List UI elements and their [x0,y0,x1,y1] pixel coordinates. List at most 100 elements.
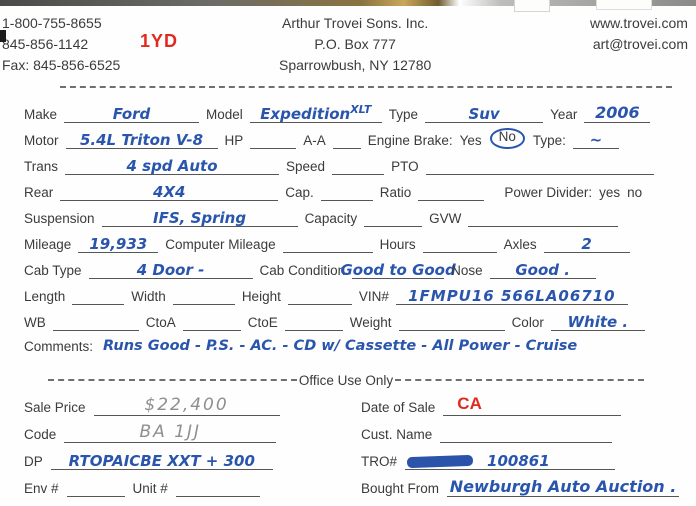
nose-value: Good . [515,260,570,279]
cap-field [320,179,373,201]
gvw-field [468,205,619,227]
hours-label: Hours [379,237,416,252]
code-value: BA 1JJ [139,422,202,442]
date-of-sale-group: Date of Sale CA [361,394,668,416]
trans-label: Trans [24,159,59,174]
power-divider-label: Power Divider: [504,185,593,200]
tro-field: 100861 [405,448,616,470]
divider-dashes-left [48,379,297,381]
cap-label: Cap. [285,185,314,200]
length-label: Length [24,289,66,304]
pto-field [425,153,654,175]
model-field: ExpeditionXLT [249,101,382,123]
vin-label: VIN# [358,289,389,304]
aa-label: A-A [303,133,326,148]
letterhead-web: www.trovei.com art@trovei.com [590,13,690,76]
office-use-only-label: Office Use Only [298,372,394,388]
code-group: Code BA 1JJ [24,421,354,443]
axles-field: 2 [543,231,630,253]
rear-field: 4X4 [60,179,279,201]
comments-value: Runs Good - P.S. - AC. - CD w/ Cassette … [103,338,578,355]
code-label: Code [24,427,57,442]
make-label: Make [24,107,58,122]
env-field [66,475,125,497]
engine-brake-type-label: Type: [532,133,566,148]
model-trim: XLT [350,102,372,116]
row-motor-enginebrake: Motor 5.4L Triton V-8 HP A-A Engine Brak… [24,123,668,149]
row-wb-weight-color: WB CtoA CtoE Weight Color White . [24,305,668,331]
phone-tollfree: 1-800-755-8655 [2,15,102,31]
computer-mileage-field [282,231,373,253]
ctoa-label: CtoA [145,315,176,330]
sale-price-field: $22,400 [93,394,280,416]
scan-top-edge [0,0,696,6]
type-field: Suv [425,101,544,123]
letterhead-phones: 1-800-755-8655 845-856-1142 Fax: 845-856… [2,13,120,76]
color-label: Color [511,315,544,330]
make-field: Ford [64,101,200,123]
year-value: 2006 [595,103,640,123]
env-unit-group: Env # Unit # [24,475,354,497]
pto-label: PTO [391,159,419,174]
year-label: Year [550,107,578,122]
axles-label: Axles [503,237,537,252]
wb-field [52,309,139,331]
row-dp-tro: DP RTOPAICBE XXT + 300 TRO# 100861 [24,443,668,470]
hp-field [250,127,297,149]
height-field [287,283,352,305]
sale-price-group: Sale Price $22,400 [24,394,354,416]
company-po-box: P.O. Box 777 [314,36,396,52]
hp-label: HP [224,133,244,148]
divider-dashes-right [395,379,645,381]
ctoe-label: CtoE [247,315,278,330]
model-value: ExpeditionXLT [260,102,372,123]
date-of-sale-field: CA [443,394,622,416]
dp-field: RTOPAICBE XXT + 300 [50,448,273,470]
engine-brake-type-value: ~ [589,130,603,149]
bought-from-field: Newburgh Auto Auction . [447,475,680,497]
nose-field: Good . [489,257,596,279]
capacity-field [364,205,423,227]
cab-condition-label: Cab Condition [259,263,346,278]
letterhead-company: Arthur Trovei Sons. Inc. P.O. Box 777 Sp… [279,13,431,76]
engine-brake-yes: Yes [459,133,482,148]
bought-from-group: Bought From Newburgh Auto Auction . [361,475,680,497]
year-field: 2006 [584,101,651,123]
phone-local: 845-856-1142 [2,36,89,52]
office-use-section: Office Use Only Sale Price $22,400 Date … [24,371,680,497]
weight-label: Weight [349,315,392,330]
height-label: Height [241,289,281,304]
nose-label: Nose [451,263,483,278]
color-value: White . [567,312,629,331]
tro-group: TRO# 100861 [361,448,668,470]
cust-name-label: Cust. Name [361,427,433,442]
office-use-divider: Office Use Only [48,371,645,389]
type-label: Type [388,107,419,122]
website-url: www.trovei.com [589,15,688,31]
letterhead: 1-800-755-8655 845-856-1142 Fax: 845-856… [0,0,696,76]
cust-name-group: Cust. Name [361,421,668,443]
ratio-label: Ratio [379,185,412,200]
width-field [172,283,235,305]
engine-brake-type-field: ~ [572,127,619,149]
motor-label: Motor [24,133,59,148]
cab-condition-value: Good to Good [340,260,456,279]
rear-label: Rear [24,185,54,200]
type-value: Suv [468,104,500,123]
power-divider-yes: yes [599,185,621,200]
dp-group: DP RTOPAICBE XXT + 300 [24,448,354,470]
email-address: art@trovei.com [592,36,688,52]
unit-field [175,475,260,497]
vehicle-form: Make Ford Model ExpeditionXLT Type Suv Y… [0,88,696,497]
tro-value: 100861 [487,451,550,470]
suspension-value: IFS, Spring [153,208,247,227]
row-code-custname: Code BA 1JJ Cust. Name [24,416,668,443]
cab-condition-field: Good to Good [340,257,456,279]
computer-mileage-label: Computer Mileage [165,237,276,252]
row-saleprice-dateofsale: Sale Price $22,400 Date of Sale CA [24,389,668,416]
code-field: BA 1JJ [64,421,277,443]
unit-label: Unit # [132,481,168,496]
cab-type-value: 4 Door - [136,260,205,279]
vin-field: 1FMPU16 566LA06710 [395,283,628,305]
engine-brake-label: Engine Brake: [367,133,453,148]
